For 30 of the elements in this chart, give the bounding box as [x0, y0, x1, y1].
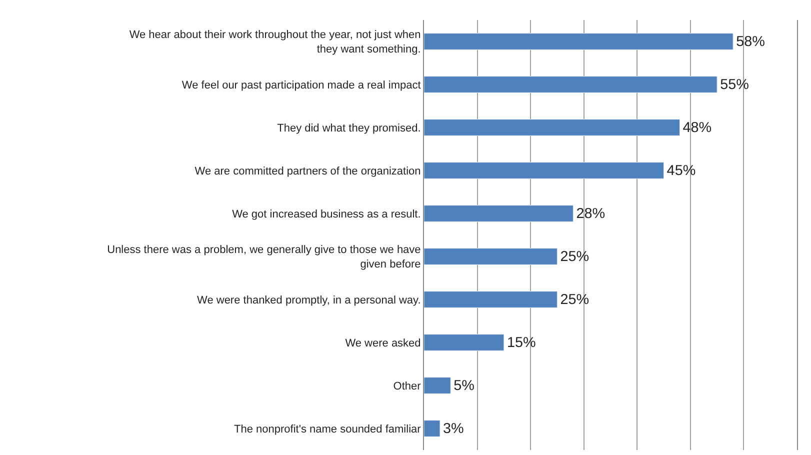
y-tick-label: They did what they promised.: [277, 122, 421, 134]
bar: [424, 119, 680, 136]
bar: [424, 291, 558, 308]
bar: [424, 162, 664, 179]
y-tick-label: We hear about their work throughout the year, not just when they want something.: [129, 29, 421, 56]
data-label: 25%: [560, 248, 590, 265]
bar: [424, 420, 440, 437]
y-tick-label: Unless there was a problem, we generally give to those we have given before: [107, 244, 421, 270]
bar: [424, 334, 504, 351]
data-label: 58%: [736, 34, 766, 50]
data-label: 5%: [454, 378, 475, 394]
y-tick-label: We were thanked promptly, in a personal way.: [197, 294, 421, 306]
data-label: 48%: [682, 120, 712, 136]
y-tick-label: We were asked: [345, 337, 421, 350]
y-tick-label: We got increased business as a result.: [232, 208, 421, 220]
data-label: 28%: [576, 206, 606, 222]
bar: [424, 377, 451, 394]
data-label: 15%: [506, 334, 536, 351]
data-label: 25%: [560, 292, 590, 308]
bar: [424, 205, 574, 222]
data-label: 45%: [666, 162, 696, 179]
y-tick-label: The nonprofit's name sounded familiar: [234, 423, 422, 436]
data-label: 55%: [720, 76, 750, 93]
y-tick-label: We are committed partners of the organization: [194, 165, 421, 178]
bar: [424, 248, 558, 265]
data-label: 3%: [443, 420, 464, 437]
y-tick-label: We feel our past participation made a real impact: [182, 79, 421, 92]
bar: [424, 76, 718, 93]
bar: [424, 33, 734, 50]
y-tick-label: Other: [393, 380, 422, 392]
